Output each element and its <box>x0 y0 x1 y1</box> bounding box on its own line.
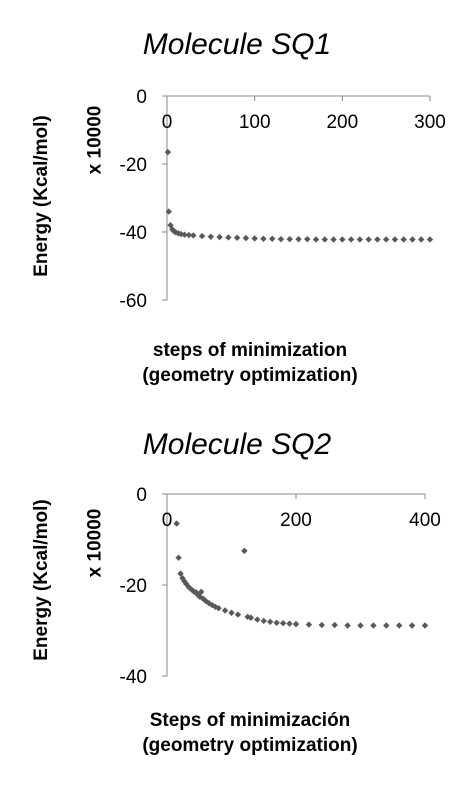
x-tick-label: 200 <box>326 112 358 133</box>
data-point <box>247 614 255 621</box>
data-point <box>391 236 399 243</box>
data-point <box>164 148 172 156</box>
data-point <box>169 226 176 233</box>
plot-area: 0 -20 -40 -60 0 100 200 300 <box>120 87 446 312</box>
data-point <box>225 234 232 241</box>
data-point <box>286 235 293 243</box>
x-axis-label-line1: Steps of minimización <box>149 710 351 731</box>
data-point <box>273 619 280 626</box>
data-point <box>279 620 287 627</box>
chart-title: Molecule SQ1 <box>142 28 332 61</box>
chart-panel-sq2: Molecule SQ2 Energy (Kcal/mol) x 10000 0… <box>0 410 474 802</box>
data-point <box>165 208 172 215</box>
data-point <box>185 231 193 239</box>
data-point <box>198 232 206 240</box>
data-point <box>409 236 416 243</box>
data-point <box>233 234 241 241</box>
data-point <box>357 622 364 629</box>
y-tick-label: -20 <box>120 155 147 176</box>
data-point <box>216 233 223 241</box>
data-point <box>173 520 180 527</box>
x-tick-label: 300 <box>414 112 446 133</box>
data-point <box>305 621 313 628</box>
data-point <box>421 622 429 629</box>
x-tick-label: 0 <box>162 510 173 531</box>
data-point <box>241 547 248 555</box>
data-point <box>177 570 184 577</box>
y-tick-label: -40 <box>120 667 147 688</box>
data-point <box>228 609 235 616</box>
data-point <box>286 620 293 627</box>
x-tick-label: 100 <box>239 112 271 133</box>
x-axis-label: Steps of minimización (geometry optimiza… <box>60 708 440 758</box>
data-point <box>356 236 364 243</box>
data-point <box>331 621 338 629</box>
y-tick-label: -60 <box>120 291 147 312</box>
x-tick-label: 400 <box>409 510 441 531</box>
data-point <box>418 236 425 243</box>
data-point <box>181 231 188 238</box>
data-point <box>175 554 182 561</box>
data-point <box>374 236 381 243</box>
x-axis-label-line2: (geometry optimization) <box>142 735 358 756</box>
data-point <box>251 235 258 242</box>
data-point <box>295 235 302 243</box>
chart-panel-sq1: Molecule SQ1 Energy (Kcal/mol) x 10000 0… <box>0 0 474 400</box>
chart-title: Molecule SQ2 <box>142 428 332 461</box>
data-point <box>172 229 179 236</box>
data-point <box>242 234 250 242</box>
x-tick-label: 200 <box>280 510 312 531</box>
data-point <box>370 622 377 629</box>
data-point <box>347 236 355 243</box>
data-point <box>426 236 434 243</box>
data-point <box>330 236 337 243</box>
data-point <box>408 622 416 629</box>
data-point <box>194 591 202 599</box>
data-point <box>400 236 407 243</box>
y-tick-label: -20 <box>120 576 147 597</box>
x-axis-label-line2: (geometry optimization) <box>142 365 358 386</box>
data-point <box>365 236 372 243</box>
y-tick-label: 0 <box>136 87 147 108</box>
y-tick-label: -40 <box>120 223 147 244</box>
data-point <box>318 621 325 629</box>
data-point <box>267 618 274 626</box>
x-axis-label: steps of minimization (geometry optimiza… <box>60 338 440 388</box>
data-point <box>321 236 328 243</box>
data-point <box>254 616 261 623</box>
x-tick-label: 0 <box>162 112 173 133</box>
data-point <box>207 233 215 240</box>
data-point <box>277 235 285 243</box>
data-point <box>339 236 346 243</box>
data-point <box>383 622 390 629</box>
y-tick-label: 0 <box>136 485 147 506</box>
plot-area: 0 -20 -40 0 200 400 <box>120 485 441 688</box>
data-point <box>260 617 267 625</box>
x-axis-label-line1: steps of minimization <box>152 340 348 361</box>
data-point <box>382 236 390 243</box>
data-point <box>396 622 403 629</box>
data-point <box>269 235 276 242</box>
data-point <box>234 611 242 618</box>
data-point <box>190 232 197 239</box>
data-point <box>221 607 229 614</box>
data-point <box>312 236 320 243</box>
data-point <box>304 235 311 243</box>
data-point <box>344 622 351 629</box>
data-point <box>292 620 300 628</box>
data-point <box>260 235 267 242</box>
